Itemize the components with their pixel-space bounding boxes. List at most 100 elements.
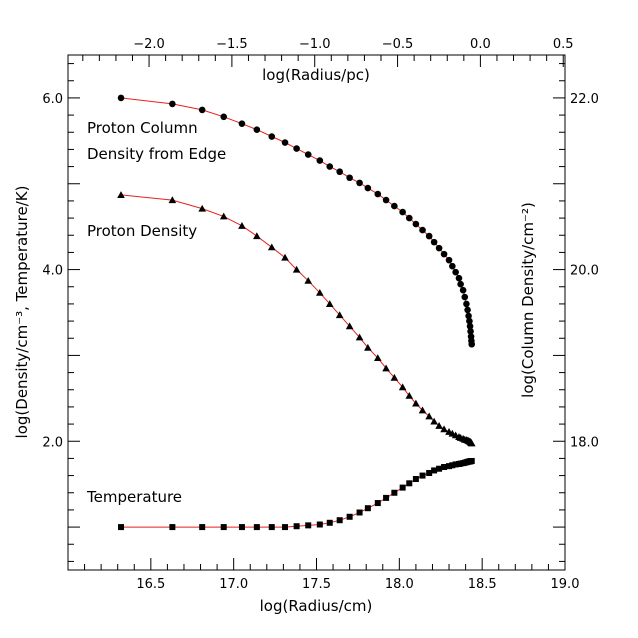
data-point-temperature — [399, 484, 406, 491]
series-label-column-density-line1: Proton Column — [87, 119, 198, 137]
x-tick-label-top: −2.0 — [133, 37, 165, 52]
x-tick-label-top: −0.5 — [382, 37, 414, 52]
data-point-column-density — [466, 317, 473, 325]
tick-labels: 16.5 17.0 17.5 18.0 18.5 19.0 −2.0 −1.5 −1.0 −0.5… — [42, 37, 599, 592]
data-point-temperature — [253, 524, 260, 531]
data-point-column-density — [465, 312, 472, 320]
data-point-column-density — [399, 208, 406, 216]
data-point-proton-density — [117, 191, 125, 198]
data-point-temperature — [419, 472, 426, 479]
data-point-column-density — [346, 174, 353, 182]
data-point-temperature — [436, 465, 443, 472]
data-point-temperature — [364, 505, 371, 512]
data-point-proton-density — [412, 399, 420, 407]
x-tick-label-bottom: 17.5 — [302, 577, 331, 592]
y-tick-label-right: 22.0 — [570, 92, 599, 107]
data-point-temperature — [169, 524, 176, 531]
x-tick-label-top: −1.0 — [299, 37, 331, 52]
y-tick-label-left: 2.0 — [42, 435, 63, 450]
data-point-column-density — [238, 120, 246, 127]
data-point-column-density — [466, 322, 474, 330]
data-point-temperature — [238, 524, 245, 531]
data-point-proton-density — [219, 212, 228, 220]
y-tick-label-right: 20.0 — [570, 264, 599, 279]
data-point-proton-density — [355, 333, 364, 341]
tick-marks — [67, 55, 566, 570]
data-point-column-density — [449, 262, 456, 270]
data-point-temperature — [118, 524, 125, 531]
y-tick-label-left: 4.0 — [42, 264, 63, 279]
data-point-column-density — [316, 157, 324, 164]
data-point-proton-density — [345, 322, 354, 330]
data-point-column-density — [461, 293, 469, 301]
data-point-temperature — [374, 500, 381, 507]
data-point-proton-density — [405, 391, 414, 399]
data-point-temperature — [449, 462, 456, 469]
data-point-column-density — [253, 126, 261, 133]
data-point-column-density — [435, 244, 443, 252]
data-point-column-density — [463, 300, 470, 308]
data-point-column-density — [382, 196, 390, 204]
x-tick-label-bottom: 19.0 — [551, 577, 580, 592]
data-point-proton-density — [430, 417, 438, 425]
data-point-column-density — [220, 113, 228, 121]
series-markers — [117, 94, 476, 531]
data-point-proton-density — [281, 253, 289, 261]
data-point-temperature — [426, 470, 433, 477]
data-point-column-density — [364, 184, 372, 192]
x-axis-label-top: log(Radius/pc) — [262, 66, 370, 84]
data-point-column-density — [419, 226, 426, 234]
data-point-column-density — [169, 100, 176, 108]
data-point-column-density — [304, 151, 312, 158]
data-point-column-density — [268, 133, 276, 140]
x-tick-label-top: −1.5 — [216, 37, 248, 52]
data-point-temperature — [346, 513, 353, 520]
x-tick-label-top: 0.0 — [470, 37, 491, 52]
data-point-column-density — [455, 274, 463, 282]
data-point-temperature — [391, 489, 398, 496]
data-point-proton-density — [435, 422, 443, 429]
data-point-temperature — [446, 463, 453, 470]
data-point-temperature — [316, 521, 323, 528]
data-point-temperature — [293, 523, 300, 530]
data-point-proton-density — [267, 243, 276, 251]
data-point-temperature — [431, 467, 438, 474]
data-point-temperature — [336, 517, 343, 524]
series-label-temperature: Temperature — [86, 488, 182, 506]
data-point-temperature — [406, 480, 413, 487]
data-point-proton-density — [168, 196, 177, 204]
data-point-proton-density — [335, 311, 344, 319]
data-point-column-density — [293, 145, 300, 152]
data-point-temperature — [441, 464, 448, 470]
data-point-temperature — [305, 522, 312, 529]
data-point-proton-density — [238, 222, 246, 229]
data-point-proton-density — [418, 406, 427, 414]
x-tick-label-bottom: 16.5 — [136, 577, 165, 592]
data-point-column-density — [459, 286, 467, 294]
x-tick-label-bottom: 17.0 — [219, 577, 248, 592]
data-point-column-density — [405, 214, 413, 222]
data-point-column-density — [467, 328, 474, 335]
y-tick-label-left: 6.0 — [42, 92, 63, 107]
data-point-proton-density — [467, 439, 476, 447]
data-point-proton-density — [304, 276, 313, 284]
data-point-temperature — [282, 524, 289, 531]
data-point-proton-density — [398, 383, 407, 391]
data-point-proton-density — [382, 364, 390, 372]
data-point-column-density — [412, 220, 420, 228]
data-point-temperature — [326, 519, 333, 526]
data-point-column-density — [457, 280, 464, 288]
data-point-proton-density — [373, 354, 382, 362]
x-tick-label-top: 0.5 — [553, 37, 574, 52]
data-point-temperature — [468, 457, 475, 464]
data-point-column-density — [452, 268, 459, 276]
data-point-proton-density — [364, 343, 372, 351]
data-point-proton-density — [253, 232, 261, 240]
data-point-column-density — [464, 306, 471, 314]
data-point-proton-density — [425, 412, 433, 420]
y-axis-label-right: log(Column Density/cm⁻²) — [519, 202, 537, 398]
x-tick-label-bottom: 18.5 — [468, 577, 497, 592]
data-point-column-density — [425, 232, 433, 240]
data-point-proton-density — [316, 288, 324, 296]
